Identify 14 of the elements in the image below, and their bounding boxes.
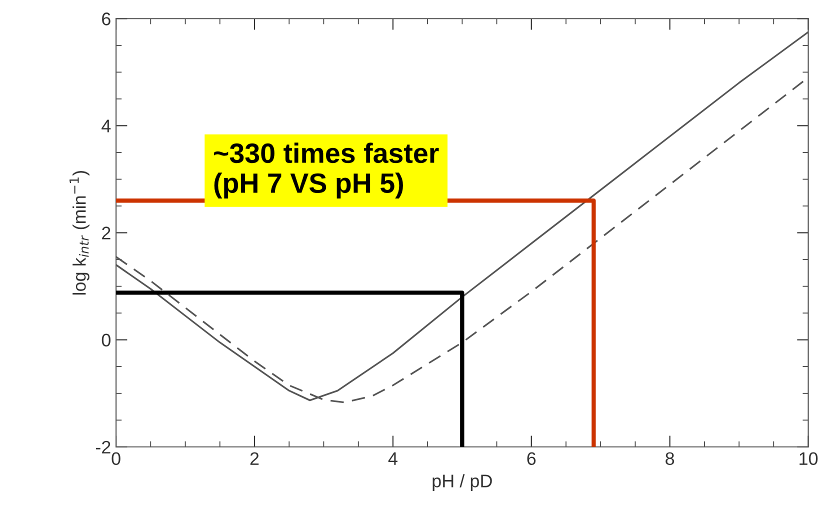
x-tick-label: 0 <box>112 452 120 466</box>
x-tick-label: 10 <box>800 452 818 466</box>
y-tick-label: 4 <box>102 120 111 132</box>
x-tick-label: 2 <box>250 452 259 465</box>
annotation: ~330 times faster (pH 7 VS pH 5) <box>214 142 439 198</box>
x-tick-label: 4 <box>388 452 398 465</box>
x-tick-label: 8 <box>666 452 674 466</box>
y-tick-label: 0 <box>102 334 110 347</box>
x-tick-label: 6 <box>527 452 536 466</box>
y-axis-title: log k$_{intr}$ (min$^{−1}$) <box>70 170 90 295</box>
y-tick-label: 2 <box>102 226 110 240</box>
x-axis-title: pH / pD <box>432 474 492 491</box>
y-tick-label: 6 <box>102 12 110 26</box>
y-tick-label: -2 <box>96 440 110 454</box>
